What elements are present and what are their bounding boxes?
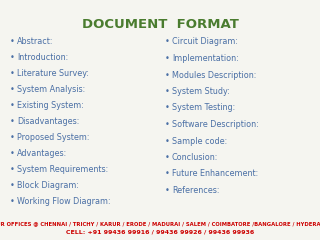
Text: •: •: [10, 133, 15, 143]
Text: •: •: [165, 87, 170, 96]
Text: Literature Survey:: Literature Survey:: [17, 70, 89, 78]
Text: Existing System:: Existing System:: [17, 102, 84, 110]
Text: •: •: [10, 70, 15, 78]
Text: Proposed System:: Proposed System:: [17, 133, 90, 143]
Text: Introduction:: Introduction:: [17, 54, 68, 62]
Text: Block Diagram:: Block Diagram:: [17, 181, 79, 191]
Text: •: •: [10, 85, 15, 95]
Text: Disadvantages:: Disadvantages:: [17, 118, 79, 126]
Text: Future Enhancement:: Future Enhancement:: [172, 169, 258, 179]
Text: Implementation:: Implementation:: [172, 54, 239, 63]
Text: •: •: [165, 71, 170, 79]
Text: •: •: [10, 118, 15, 126]
Text: •: •: [10, 37, 15, 47]
Text: OUR OFFICES @ CHENNAI / TRICHY / KARUR / ERODE / MADURAI / SALEM / COIMBATORE /B: OUR OFFICES @ CHENNAI / TRICHY / KARUR /…: [0, 222, 320, 227]
Text: •: •: [10, 150, 15, 158]
Text: Software Description:: Software Description:: [172, 120, 259, 129]
Text: •: •: [10, 54, 15, 62]
Text: CELL: +91 99436 99916 / 99436 99926 / 99436 99936: CELL: +91 99436 99916 / 99436 99926 / 99…: [66, 229, 254, 234]
Text: •: •: [165, 37, 170, 47]
Text: •: •: [10, 198, 15, 206]
Text: •: •: [165, 103, 170, 113]
Text: System Requirements:: System Requirements:: [17, 166, 108, 174]
Text: System Analysis:: System Analysis:: [17, 85, 85, 95]
Text: •: •: [10, 181, 15, 191]
Text: System Testing:: System Testing:: [172, 103, 235, 113]
Text: •: •: [165, 169, 170, 179]
Text: •: •: [165, 153, 170, 162]
Text: •: •: [10, 166, 15, 174]
Text: •: •: [165, 137, 170, 145]
Text: Modules Description:: Modules Description:: [172, 71, 256, 79]
Text: Circuit Diagram:: Circuit Diagram:: [172, 37, 238, 47]
Text: Sample code:: Sample code:: [172, 137, 227, 145]
Text: •: •: [165, 54, 170, 63]
Text: Working Flow Diagram:: Working Flow Diagram:: [17, 198, 111, 206]
Text: •: •: [10, 102, 15, 110]
Text: •: •: [165, 120, 170, 129]
Text: System Study:: System Study:: [172, 87, 230, 96]
Text: Advantages:: Advantages:: [17, 150, 67, 158]
Text: •: •: [165, 186, 170, 195]
Text: Conclusion:: Conclusion:: [172, 153, 218, 162]
Text: References:: References:: [172, 186, 220, 195]
Text: DOCUMENT  FORMAT: DOCUMENT FORMAT: [82, 18, 238, 31]
Text: Abstract:: Abstract:: [17, 37, 53, 47]
